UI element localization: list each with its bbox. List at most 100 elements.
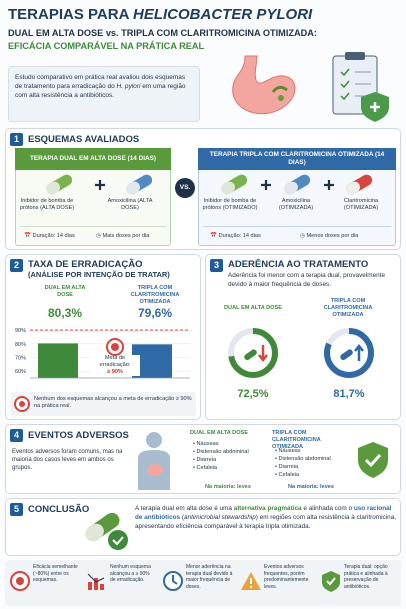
emphasis: uso racional de antibióticos — [135, 505, 392, 521]
item: • Diarreia — [193, 457, 217, 463]
dose-note: ◷ Mais doses por dia — [96, 233, 150, 239]
y-tick-label: 70% — [15, 355, 26, 361]
value-label: 81,7% — [333, 388, 365, 400]
text: A terapia dual em alta dose é uma — [135, 505, 234, 512]
note-icon — [14, 396, 30, 412]
duration-text: Duração: 14 dias — [32, 233, 75, 239]
category-label: TRIPLA COM CLARITROMICINA OTIMIZADA — [323, 298, 373, 318]
section-text: Aderência foi menor com a terapia dual, … — [228, 272, 386, 288]
value-label: 72,5% — [237, 388, 269, 400]
duration: 📅 Duração: 14 dias — [210, 233, 261, 239]
item: • Náuseas — [193, 441, 219, 447]
drug-label: Inibidor de bomba de prótons (OTIMIZADO) — [202, 198, 258, 211]
drug-icons — [46, 174, 373, 195]
section-title: ESQUEMAS AVALIADOS — [28, 134, 140, 145]
group-title: DUAL EM ALTA DOSE — [190, 430, 249, 436]
text: ( — [180, 514, 184, 521]
footer-icon — [87, 573, 105, 590]
shield-icon — [358, 442, 388, 478]
y-tick-label: 80% — [15, 342, 26, 348]
item-text: Diarreia — [196, 457, 217, 463]
donut-arc — [324, 328, 374, 378]
note: Nenhum dos esquemas alcançou a meta de e… — [34, 396, 192, 409]
arrow-icon — [354, 343, 364, 361]
item: • Cefaleia — [275, 472, 300, 478]
footer-icon — [241, 572, 261, 590]
pill-icon — [340, 349, 353, 361]
section-adverse — [5, 424, 401, 494]
arrow-icon — [258, 345, 268, 363]
intro: Estudo comparativo em prática real avali… — [8, 66, 200, 122]
header-illustration — [232, 52, 389, 122]
intro-text: Estudo comparativo em prática real avali… — [15, 74, 186, 90]
title-italic: HELICOBACTER PYLORI — [133, 6, 313, 23]
section-title: ADERÊNCIA AO TRATAMENTO — [228, 259, 369, 270]
tagline: EFICÁCIA COMPARÁVEL NA PRÁTICA REAL — [8, 41, 205, 51]
section-conclusion — [5, 498, 401, 556]
text: e alinhada com o — [301, 505, 354, 512]
target-label: Meta de erradicação: ≥ 90% — [90, 355, 140, 376]
drug-label: Claritromicina (OTIMIZADA) — [343, 198, 379, 211]
section-number: 1 — [10, 133, 23, 146]
footer-item: Terapia dual: opção prática e alinhada à… — [344, 564, 388, 590]
drug-label: Amoxicilina (ALTA DOSE) — [107, 198, 153, 211]
item-text: Distensão abdominal — [278, 456, 331, 462]
body-illustration — [138, 432, 170, 490]
item: • Distensão abdominal — [193, 449, 249, 455]
item-list: • Náuseas • Distensão abdominal • Diarre… — [275, 447, 331, 479]
card-header: TERAPIA DUAL EM ALTA DOSE (14 DIAS) — [15, 148, 171, 170]
item-text: Cefaleia — [196, 465, 218, 471]
item: • Diarreia — [275, 464, 299, 470]
dose-note-text: Menos doses por dia — [306, 233, 359, 239]
value-label: 79,6% — [137, 306, 173, 320]
y-tick-label: 60% — [15, 369, 26, 375]
conclusion-text: A terapia dual em alta dose é uma altern… — [135, 504, 397, 531]
dose-note-text: Mais doses por dia — [102, 233, 150, 239]
category-label: DUAL EM ALTA DOSE — [44, 285, 86, 298]
duration-text: Duração: 14 dias — [218, 233, 261, 239]
severity: Na maioria: leves — [205, 484, 251, 491]
footer-icon — [163, 571, 183, 591]
target-icon — [106, 338, 124, 356]
intro-italic: H. pylori — [116, 83, 141, 90]
text: ) em regiões com alta resistência à clar… — [135, 514, 397, 530]
value-label: 80,3% — [47, 306, 83, 320]
severity-value: leves — [320, 484, 335, 490]
conclusion-icon — [85, 512, 128, 550]
target-value: ≥ 90% — [107, 369, 123, 375]
group-title: TRIPLA COM CLARITROMICINA OTIMIZADA — [272, 430, 321, 450]
footer-item: Eventos adversos frequentes, porém predo… — [264, 564, 309, 590]
item: • Cefaleia — [193, 465, 218, 471]
item: • Distensão abdominal — [275, 456, 331, 462]
emphasis: alternativa pragmática — [233, 505, 302, 512]
item-text: Náuseas — [278, 448, 301, 454]
section-title: EVENTOS ADVERSOS — [28, 430, 129, 441]
donut-arc — [228, 328, 278, 378]
note-box — [10, 392, 196, 416]
footer-item: Menor aderência na terapia dual devido à… — [186, 564, 233, 590]
item-text: Cefaleia — [278, 472, 300, 478]
vs-badge: VS. — [175, 178, 195, 198]
item-list: • Náuseas • Distensão abdominal • Diarre… — [193, 440, 249, 472]
item-text: Distensão abdominal — [196, 449, 249, 455]
footer-icon — [10, 571, 30, 591]
section-number: 5 — [10, 503, 23, 516]
item: • Náuseas — [275, 448, 301, 454]
title-text: TERAPIAS PARA — [8, 6, 134, 23]
y-tick-label: 90% — [15, 328, 26, 334]
category-label: TRIPLA COM CLARITROMICINA OTIMIZADA — [130, 285, 180, 305]
item-text: Náuseas — [196, 441, 219, 447]
section-number: 2 — [10, 259, 23, 272]
italic: antimicrobial stewardship — [184, 514, 256, 521]
section-title: CONCLUSÃO — [28, 504, 90, 515]
severity-value: leves — [237, 484, 252, 490]
card-header: TERAPIA TRIPLA COM CLARITROMICINA OTIMIZ… — [198, 148, 396, 170]
severity-label: Na maioria: — [288, 484, 321, 490]
duration: 📅 Duração: 14 dias — [24, 233, 75, 239]
target-label-text: Meta de erradicação: — [99, 355, 131, 368]
section-number: 3 — [210, 259, 223, 272]
pill-icon — [244, 349, 257, 361]
divider — [20, 226, 166, 227]
subtitle: DUAL EM ALTA DOSE vs. TRIPLA COM CLARITR… — [8, 28, 317, 38]
